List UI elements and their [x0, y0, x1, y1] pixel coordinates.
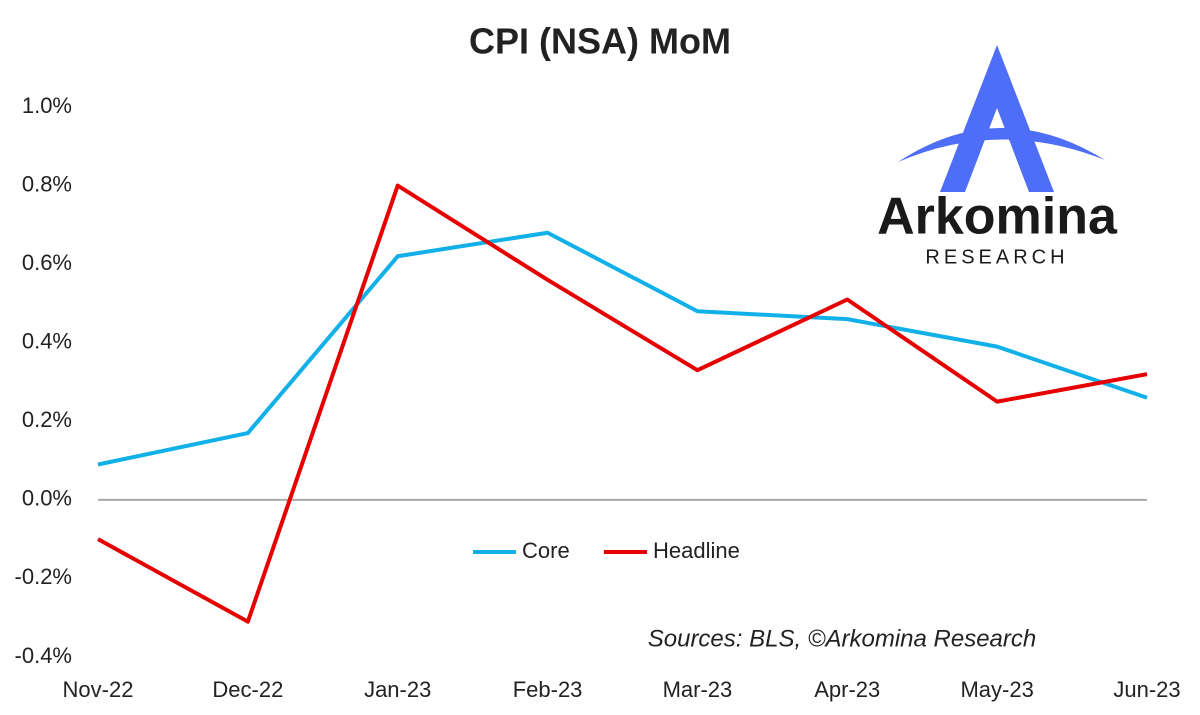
logo: Arkomina RESEARCH	[877, 45, 1118, 268]
x-tick-label: Jun-23	[1113, 677, 1180, 702]
y-tick-label: 0.6%	[22, 250, 72, 275]
legend-label: Core	[522, 538, 570, 563]
logo-mark	[940, 45, 1054, 192]
y-tick-label: 0.4%	[22, 329, 72, 354]
line-series	[97, 230, 1148, 467]
x-tick-label: Apr-23	[814, 677, 880, 702]
line-series	[97, 183, 1148, 624]
y-tick-label: 1.0%	[22, 93, 72, 118]
x-tick-label: Mar-23	[663, 677, 733, 702]
y-tick-label: 0.2%	[22, 407, 72, 432]
x-tick-label: May-23	[960, 677, 1033, 702]
source-note: Sources: BLS, ©Arkomina Research	[648, 625, 1037, 652]
y-tick-label: 0.8%	[22, 171, 72, 196]
y-tick-label: 0.0%	[22, 486, 72, 511]
y-tick-label: -0.4%	[15, 643, 72, 668]
y-tick-label: -0.2%	[15, 564, 72, 589]
chart-title: CPI (NSA) MoM	[469, 21, 731, 62]
x-tick-label: Feb-23	[513, 677, 583, 702]
logo-name: Arkomina	[877, 188, 1118, 246]
logo-arc	[898, 127, 1105, 162]
x-tick-label: Jan-23	[364, 677, 431, 702]
x-tick-label: Dec-22	[212, 677, 283, 702]
x-tick-label: Nov-22	[63, 677, 134, 702]
legend-label: Headline	[653, 538, 740, 563]
logo-subtitle: RESEARCH	[925, 246, 1068, 268]
